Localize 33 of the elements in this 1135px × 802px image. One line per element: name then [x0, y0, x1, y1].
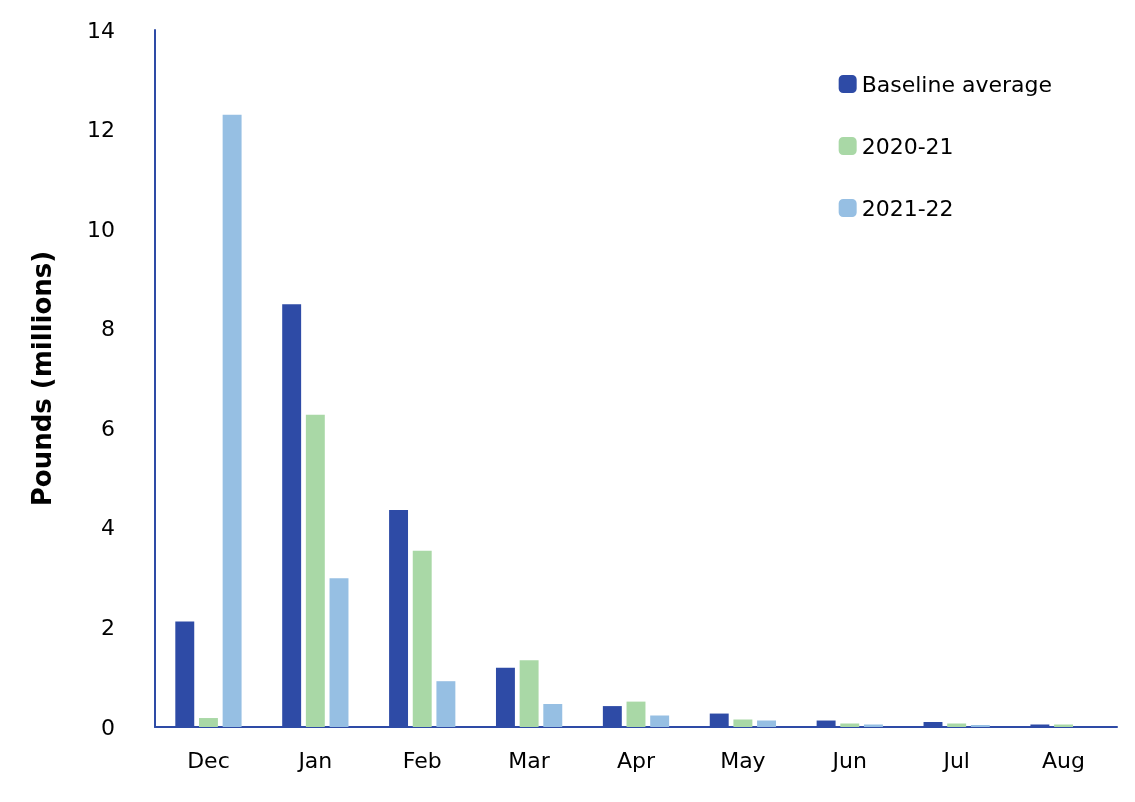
bar	[733, 719, 753, 727]
y-axis-title: Pounds (millions)	[27, 250, 57, 507]
bar	[305, 414, 325, 727]
bar	[198, 718, 218, 727]
bar	[222, 114, 242, 727]
y-tick-label: 14	[87, 17, 115, 43]
y-tick-label: 4	[101, 515, 115, 541]
x-tick-label: Dec	[187, 747, 230, 773]
x-tick-label: May	[720, 747, 766, 773]
y-tick-label: 10	[87, 216, 115, 242]
x-tick-label: Feb	[402, 747, 442, 773]
y-tick-label: 8	[101, 316, 115, 342]
y-tick-label: 6	[101, 415, 115, 441]
x-tick-label: Apr	[616, 747, 656, 773]
bar	[329, 578, 349, 727]
x-tick-label: Jul	[941, 747, 970, 773]
x-tick-label: Aug	[1042, 747, 1086, 773]
bar	[626, 701, 646, 727]
bar	[412, 550, 432, 727]
legend-label: 2021-22	[861, 195, 954, 221]
bar	[757, 720, 777, 727]
legend-label: Baseline average	[861, 71, 1053, 97]
x-tick-label: Jun	[830, 747, 867, 773]
x-tick-label: Mar	[508, 747, 551, 773]
bar	[650, 715, 670, 727]
y-tick-label: 2	[101, 614, 115, 640]
bar	[519, 660, 539, 727]
legend-label: 2020-21	[861, 133, 954, 159]
bar	[543, 704, 563, 727]
y-tick-label: 0	[101, 714, 115, 740]
bar	[436, 681, 456, 727]
y-tick-label: 12	[87, 117, 115, 143]
x-tick-label: Jan	[296, 747, 333, 773]
